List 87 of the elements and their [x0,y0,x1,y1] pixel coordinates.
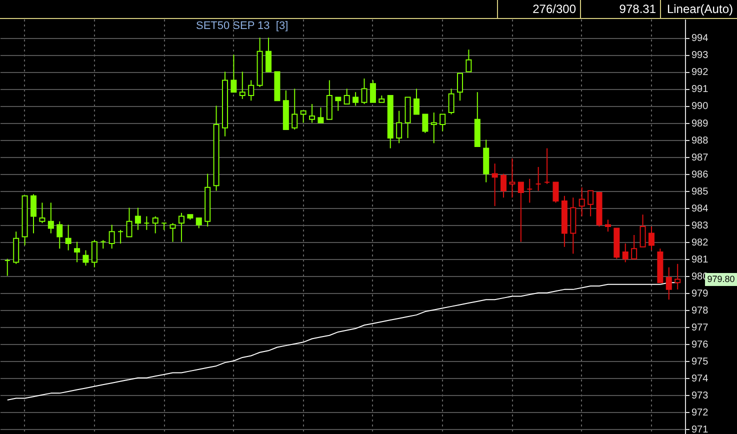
y-tick-label: 988 [692,135,709,146]
candlestick [178,212,184,242]
text: Linear(Auto) [660,0,737,18]
text: 978.31 [580,0,660,18]
y-tick-label: 978 [692,305,709,316]
candlestick [56,220,63,250]
candlestick [74,241,80,263]
y-tick-label: 983 [692,220,709,232]
candlestick [640,214,646,248]
candlestick [108,224,115,250]
y-tick-label: 989 [692,118,709,130]
y-tick-label: 981 [692,254,709,266]
candlestick [648,226,654,251]
candlestick [457,72,464,102]
candlestick [413,88,420,115]
y-tick-label: 992 [692,67,709,78]
candlestick [118,229,124,244]
candlestick [4,258,10,276]
y-tick-label: 994 [692,33,709,44]
candlestick [352,92,359,106]
candlestick [239,71,246,100]
candlestick [526,178,533,204]
candlestick [631,234,638,260]
y-tick-label: 984 [692,203,709,214]
candlestick [65,224,72,251]
y-tick-label: 973 [692,390,709,402]
candlestick [370,80,376,103]
y-tick-label: 993 [692,50,709,62]
candlestick [170,222,176,242]
candlestick [335,96,342,112]
candlestick [552,182,559,204]
candlestick [509,158,516,198]
candlestick [152,216,158,234]
y-tick-label: 986 [692,169,709,180]
y-tick-label: 976 [692,339,709,350]
candlestick [39,202,46,224]
candlestick [422,114,428,134]
candlestick [544,148,550,184]
candlestick [500,173,507,198]
candlestick [309,104,316,124]
candlestick [578,186,585,217]
candlestick [440,114,446,132]
candlestick [604,219,611,232]
candlestick [126,207,132,238]
candlestick [361,78,368,105]
candlestick [161,222,168,230]
candlestick [318,106,324,124]
chart-title: SET50 SEP 13 [3] [196,20,288,32]
candlestick [48,202,54,234]
y-tick-label: 990 [692,101,709,112]
y-tick-label: 972 [692,407,709,418]
y-tick-label: 975 [692,356,709,368]
candlestick [248,80,254,102]
candlestick [466,49,472,72]
candlestick [266,37,272,72]
candlestick [448,88,454,115]
y-tick-label: 979 [692,288,709,300]
candlestick [230,54,237,93]
candlestick [492,163,498,207]
candlestick [13,231,20,264]
candlestick [430,112,437,144]
candlestick [518,182,524,242]
text: 276/300 [497,0,580,18]
y-tick-label: 977 [692,322,709,334]
candlestick [588,190,594,217]
candlestick [30,194,37,234]
y-tick-label: 982 [692,237,709,248]
y-tick-label: 974 [692,373,709,384]
candlestick [326,80,332,120]
candlestick [134,207,141,230]
candlestick [396,110,402,144]
candlestick [535,166,542,192]
candlestick [674,263,681,290]
candlestick [82,250,89,266]
candlestick [196,217,202,229]
y-tick-label: 985 [692,186,709,198]
candlestick [666,266,672,300]
candlestick [144,216,150,230]
candlestick [91,240,98,268]
y-tick-label: 991 [692,84,709,96]
candlestick [300,110,306,124]
text: 979.80 [705,272,737,286]
candlestick [292,88,298,130]
candlestick [344,88,350,105]
y-tick-label: 971 [692,424,709,434]
candlestick [622,243,628,263]
y-tick-label: 987 [692,152,709,164]
